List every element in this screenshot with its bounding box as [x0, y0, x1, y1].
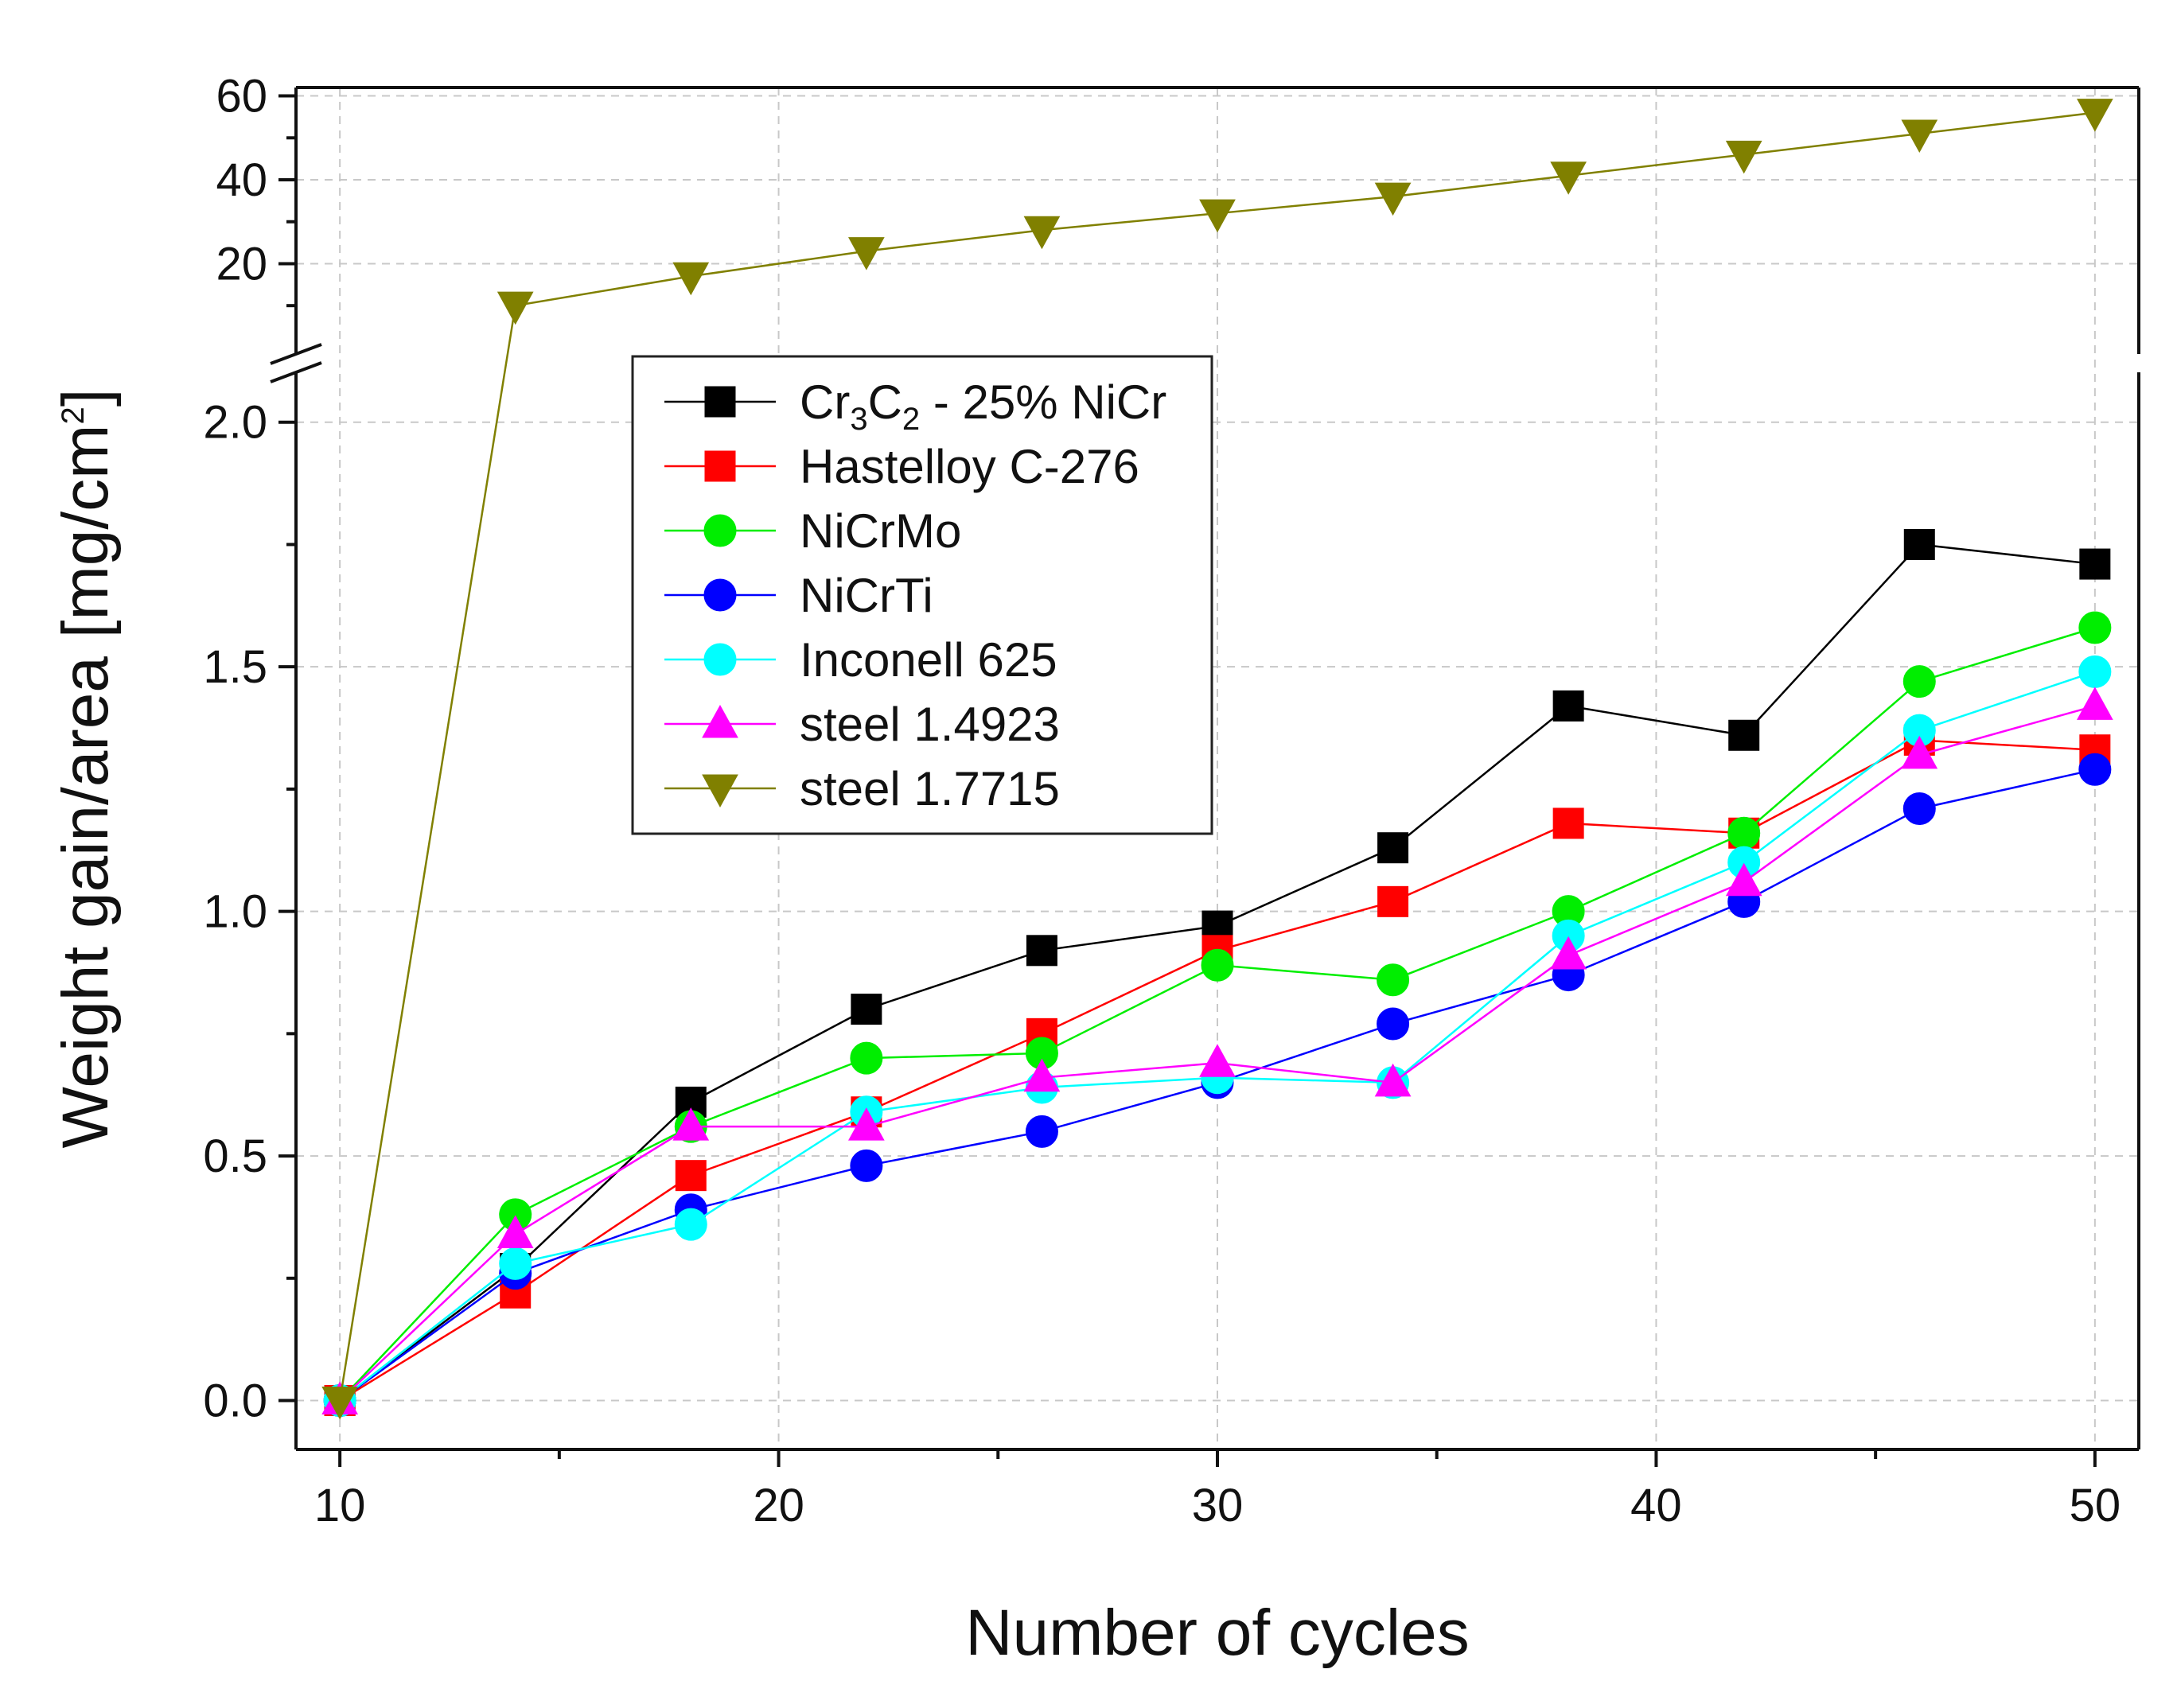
y-tick-label: 2.0 [203, 397, 267, 449]
data-point [672, 262, 710, 296]
data-point [674, 1208, 707, 1241]
data-point [1377, 1007, 1410, 1041]
y-tick-label: 0.0 [203, 1375, 267, 1427]
legend-item: steel 1.4923 [664, 698, 1060, 751]
data-point [1550, 936, 1587, 970]
data-point [1901, 735, 1938, 769]
x-tick-label: 30 [1192, 1480, 1244, 1531]
x-tick-label: 10 [314, 1480, 366, 1531]
data-point [1201, 948, 1234, 982]
legend-item: Hastelloy C-276 [664, 440, 1139, 493]
data-point [1377, 832, 1409, 864]
data-point [672, 1107, 710, 1141]
data-point [1026, 935, 1057, 967]
legend-marker [703, 514, 737, 547]
legend-marker [704, 450, 736, 482]
y-tick-label: 20 [216, 238, 267, 290]
data-point [1727, 816, 1761, 850]
data-point [1725, 140, 1762, 174]
x-tick-label: 50 [2070, 1480, 2121, 1531]
data-point [499, 1247, 532, 1280]
legend-marker [703, 578, 737, 612]
legend-label: steel 1.4923 [800, 698, 1060, 751]
data-point [850, 1041, 883, 1075]
y-tick-label: 0.5 [203, 1130, 267, 1182]
data-point [321, 1387, 358, 1420]
data-point [2079, 548, 2111, 580]
data-point [1728, 719, 1760, 751]
data-point [1025, 1115, 1058, 1148]
data-point [1552, 807, 1584, 839]
legend-item: NiCrMo [664, 504, 961, 558]
data-point [1199, 199, 1236, 233]
series-layer [321, 99, 2113, 1420]
legend-marker [704, 386, 736, 418]
y-axis-title: Weight gain/area [mg/cm2] [49, 388, 122, 1148]
data-point [850, 1149, 883, 1182]
data-point [1550, 161, 1587, 195]
data-point [2078, 611, 2112, 644]
legend-label: NiCrTi [800, 569, 933, 622]
data-point [1023, 216, 1061, 250]
legend-item: Inconell 625 [664, 633, 1057, 687]
legend-label: NiCrMo [800, 504, 961, 558]
legend-marker [703, 643, 737, 676]
x-tick-label: 40 [1630, 1480, 1682, 1531]
legend-label: Hastelloy C-276 [800, 440, 1139, 493]
legend-marker [702, 774, 738, 808]
grid-lines [296, 88, 2139, 1449]
x-tick-label: 20 [753, 1480, 804, 1531]
data-point [2077, 99, 2113, 132]
data-point [848, 237, 885, 270]
data-point [1374, 182, 1412, 216]
axes: 10 20 30 40 50 0.0 0.5 1.0 1.5 2.0 20 40 60 [203, 71, 2140, 1531]
legend-item: steel 1.7715 [664, 762, 1060, 815]
legend-label: Inconell 625 [800, 633, 1057, 687]
data-point [1199, 1044, 1236, 1077]
data-point [1377, 885, 1409, 917]
legend-marker [702, 704, 738, 738]
data-point [1374, 1063, 1412, 1097]
data-point [1901, 119, 1938, 154]
data-point [1902, 792, 1936, 826]
legend-item: Cr3C2 - 25% NiCr [664, 375, 1166, 437]
data-point [2078, 655, 2112, 688]
data-point [1725, 862, 1762, 897]
x-axis-title: Number of cycles [965, 1597, 1469, 1669]
data-point [1903, 528, 1935, 560]
series-steel-1-7715 [321, 99, 2113, 1420]
y-tick-label: 1.0 [203, 886, 267, 938]
legend-label: steel 1.7715 [800, 762, 1060, 815]
data-point [1377, 963, 1410, 997]
data-point [497, 1215, 534, 1248]
data-point [2077, 687, 2113, 720]
y-tick-label: 60 [216, 71, 267, 123]
axis-break-mark [270, 343, 322, 365]
data-point [2078, 753, 2112, 786]
y-tick-label: 40 [216, 154, 267, 206]
data-point [1552, 690, 1584, 722]
series-steel-1-4923 [321, 687, 2113, 1415]
data-point [497, 291, 534, 325]
data-point [1023, 1058, 1061, 1092]
legend-label: Cr3C2 - 25% NiCr [800, 375, 1166, 437]
y-tick-label: 1.5 [203, 641, 267, 693]
data-point [1902, 665, 1936, 698]
data-point [848, 1107, 885, 1141]
data-point [675, 1160, 707, 1192]
legend-item: NiCrTi [664, 569, 933, 622]
axis-break-mark [270, 361, 322, 383]
data-point [851, 994, 882, 1025]
